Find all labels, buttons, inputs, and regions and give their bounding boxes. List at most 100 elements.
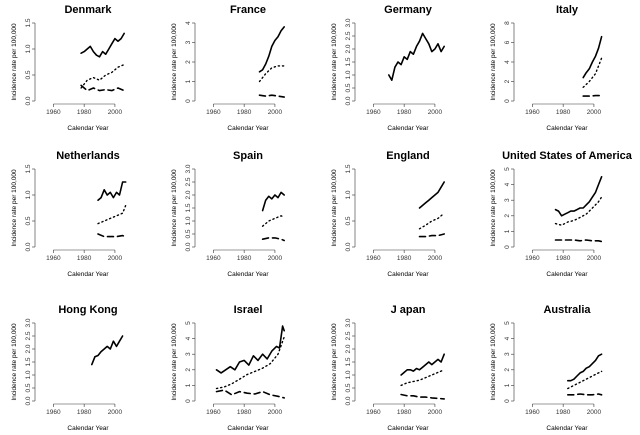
y-tick-label: 0.5 xyxy=(185,229,192,238)
x-tick-label: 1980 xyxy=(237,409,252,416)
series-line-solid xyxy=(582,35,603,79)
y-tick-label: 0.5 xyxy=(345,216,352,225)
series-line-solid xyxy=(91,335,124,366)
x-tick-label: 1960 xyxy=(206,255,221,262)
y-tick-label: 0.0 xyxy=(185,242,192,251)
x-tick-label: 2000 xyxy=(587,109,602,116)
y-tick-label: 3.0 xyxy=(25,318,32,327)
panel-title: Israel xyxy=(234,304,263,316)
x-tick-label: 2000 xyxy=(268,255,283,262)
x-tick-label: 2000 xyxy=(428,255,443,262)
y-tick-label: 0.0 xyxy=(345,242,352,251)
y-tick-label: 1 xyxy=(185,79,192,83)
x-tick-label: 1960 xyxy=(525,255,540,262)
y-axis-label: Incidence rate per 100,000 xyxy=(331,23,338,101)
series-line-solid xyxy=(387,32,446,81)
x-tick-label: 1960 xyxy=(366,109,381,116)
series-line-dashed xyxy=(215,389,286,399)
y-tick-label: 2 xyxy=(504,79,511,83)
y-tick-label: 4 xyxy=(185,336,192,340)
y-tick-label: 2.0 xyxy=(345,344,352,353)
x-tick-label: 1980 xyxy=(237,255,252,262)
y-tick-label: 2 xyxy=(504,368,511,372)
y-tick-label: 1.5 xyxy=(25,18,32,27)
panel-title: Netherlands xyxy=(56,150,120,162)
chart-panel-7: United States of America 0 1 2 3 4 5 1960 1980 20… xyxy=(490,150,633,278)
panel-title: Denmark xyxy=(64,4,112,16)
series-line-dotted xyxy=(400,369,445,387)
panel-title: J apan xyxy=(391,304,426,316)
y-tick-label: 1.0 xyxy=(185,216,192,225)
y-tick-label: 3.0 xyxy=(345,18,352,27)
panel-title: England xyxy=(386,150,429,162)
x-tick-label: 1960 xyxy=(525,109,540,116)
series-line-dashed xyxy=(97,233,127,238)
y-tick-label: 0.5 xyxy=(25,383,32,392)
y-tick-label: 3 xyxy=(185,40,192,44)
chart-panel-11: Australia 0 1 2 3 4 5 1960 1980 2000 Calendar Year… xyxy=(490,304,603,432)
x-axis-label: Calendar Year xyxy=(546,425,588,432)
y-tick-label: 0.0 xyxy=(25,242,32,251)
y-tick-label: 5 xyxy=(504,167,511,171)
x-tick-label: 2000 xyxy=(587,409,602,416)
y-tick-label: 0.0 xyxy=(25,396,32,405)
chart-panel-6: England 0.0 0.5 1.0 1.5 1960 1980 2000 Calendar … xyxy=(331,150,446,278)
y-tick-label: 1.0 xyxy=(345,190,352,199)
y-tick-label: 1 xyxy=(185,383,192,387)
y-axis-label: Incidence rate per 100,000 xyxy=(490,169,497,247)
y-tick-label: 1.0 xyxy=(345,370,352,379)
y-tick-label: 2.0 xyxy=(185,190,192,199)
y-tick-label: 2.5 xyxy=(345,331,352,340)
y-tick-label: 1 xyxy=(504,383,511,387)
y-axis-label: Incidence rate per 100,000 xyxy=(331,323,338,401)
panel-title: Germany xyxy=(384,4,433,16)
x-tick-label: 1960 xyxy=(525,409,540,416)
x-axis-label: Calendar Year xyxy=(227,425,269,432)
series-line-solid xyxy=(566,353,603,382)
x-axis-label: Calendar Year xyxy=(67,271,109,278)
x-tick-label: 1980 xyxy=(77,109,92,116)
series-line-dashed xyxy=(418,233,446,238)
y-tick-label: 4 xyxy=(185,21,192,25)
x-tick-label: 2000 xyxy=(268,109,283,116)
y-tick-label: 1.5 xyxy=(25,164,32,173)
x-tick-label: 1980 xyxy=(237,109,252,116)
series-line-solid xyxy=(97,181,127,201)
y-tick-label: 1.5 xyxy=(185,203,192,212)
x-tick-label: 2000 xyxy=(108,109,123,116)
x-tick-label: 1960 xyxy=(206,109,221,116)
x-tick-label: 1960 xyxy=(206,409,221,416)
series-line-dotted xyxy=(582,57,603,89)
series-line-dashed xyxy=(566,393,603,396)
panel-title: Spain xyxy=(233,150,263,162)
x-axis-label: Calendar Year xyxy=(387,271,429,278)
series-line-dashed xyxy=(582,94,603,97)
series-line-dotted xyxy=(554,196,603,226)
series-line-solid xyxy=(258,26,286,73)
y-tick-label: 4 xyxy=(504,336,511,340)
y-tick-label: 0.0 xyxy=(345,396,352,405)
chart-panel-3: Italy 0 2 4 6 8 1960 1980 2000 Calendar Year Incid… xyxy=(490,4,603,132)
x-tick-label: 1980 xyxy=(397,255,412,262)
y-tick-label: 1.5 xyxy=(25,357,32,366)
series-line-solid xyxy=(80,32,125,58)
x-axis-label: Calendar Year xyxy=(546,271,588,278)
series-line-dotted xyxy=(97,204,127,225)
chart-panel-0: Denmark 0.0 0.5 1.0 1.5 1960 1980 2000 Calendar … xyxy=(11,4,125,132)
y-tick-label: 8 xyxy=(504,21,511,25)
chart-panel-2: Germany 0.0 0.5 1.0 1.5 2.0 2.5 3.0 1960 1980 2000… xyxy=(331,4,446,132)
y-tick-label: 1.0 xyxy=(345,70,352,79)
y-tick-label: 6 xyxy=(504,40,511,44)
y-axis-label: Incidence rate per 100,000 xyxy=(490,323,497,401)
y-tick-label: 3.0 xyxy=(345,318,352,327)
y-tick-label: 0.5 xyxy=(345,83,352,92)
x-axis-label: Calendar Year xyxy=(227,125,269,132)
y-tick-label: 0.0 xyxy=(345,96,352,105)
series-line-dashed xyxy=(261,237,286,242)
y-tick-label: 3 xyxy=(504,352,511,356)
x-tick-label: 2000 xyxy=(587,255,602,262)
chart-panel-9: Israel 0 1 2 3 4 5 1960 1980 2000 Calendar Year Inc… xyxy=(171,304,286,432)
y-tick-label: 2.0 xyxy=(345,44,352,53)
x-axis-label: Calendar Year xyxy=(67,125,109,132)
y-tick-label: 2 xyxy=(185,368,192,372)
